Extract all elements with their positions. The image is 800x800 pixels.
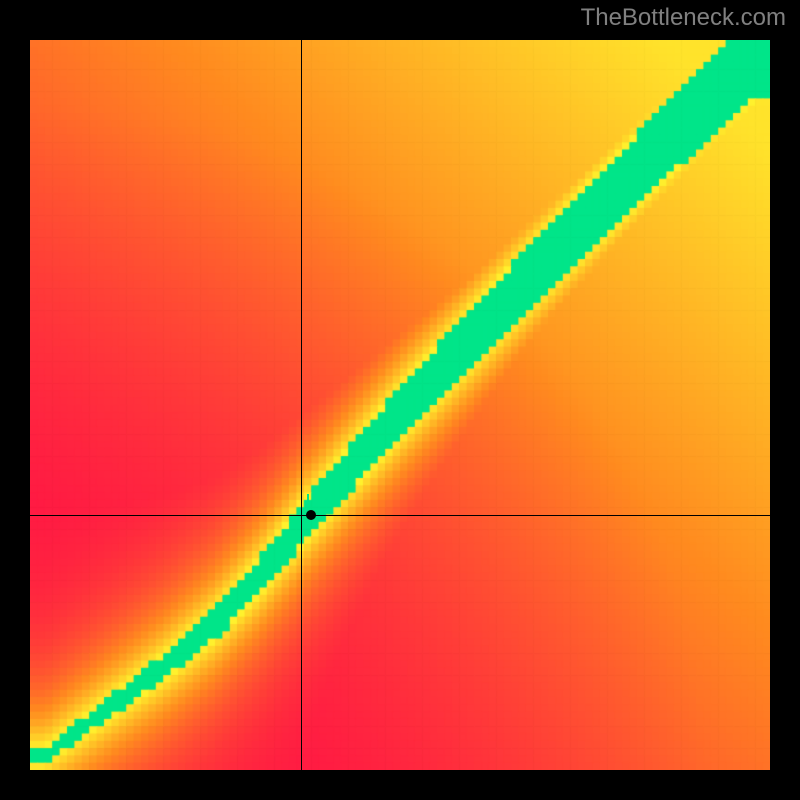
data-point-marker xyxy=(306,510,316,520)
crosshair-vertical xyxy=(301,40,302,770)
selection-tick xyxy=(307,494,309,506)
bottleneck-heatmap xyxy=(30,40,770,770)
chart-container: TheBottleneck.com xyxy=(0,0,800,800)
crosshair-horizontal xyxy=(30,515,770,516)
watermark-text: TheBottleneck.com xyxy=(581,4,786,32)
